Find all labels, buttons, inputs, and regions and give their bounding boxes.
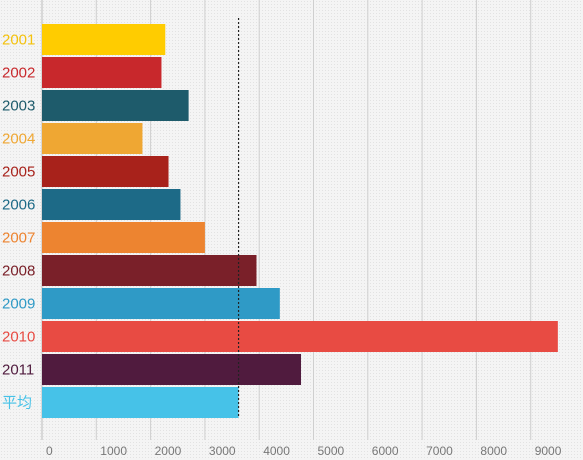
bar-2005 xyxy=(42,156,169,187)
category-labels: 2001 2002 2003 2004 2005 2006 2007 2008 2009 2010… xyxy=(2,32,35,412)
x-tick-label-6000: 6000 xyxy=(372,444,399,458)
bar-2003 xyxy=(42,90,189,121)
category-label-2007: 2007 xyxy=(2,230,35,247)
category-label-2005: 2005 xyxy=(2,164,35,181)
x-tick-label-3000: 3000 xyxy=(209,444,236,458)
bar-2008 xyxy=(42,255,257,286)
x-tick-label-9000: 9000 xyxy=(535,444,562,458)
x-tick-label-2000: 2000 xyxy=(155,444,182,458)
bar-2007 xyxy=(42,222,205,253)
category-label-2006: 2006 xyxy=(2,197,35,214)
category-label-2003: 2003 xyxy=(2,98,35,115)
category-label-2002: 2002 xyxy=(2,65,35,82)
category-label-2011: 2011 xyxy=(2,362,34,379)
bar-2006 xyxy=(42,189,181,220)
x-tick-label-7000: 7000 xyxy=(426,444,453,458)
bar-2002 xyxy=(42,57,162,88)
bar-平均 xyxy=(42,387,239,418)
category-label-2004: 2004 xyxy=(2,131,35,148)
category-label-2001: 2001 xyxy=(2,32,35,49)
x-tick-label-1000: 1000 xyxy=(100,444,127,458)
bar-2011 xyxy=(42,354,302,385)
bar-2010 xyxy=(42,321,558,352)
category-label-2010: 2010 xyxy=(2,329,35,346)
x-tick-label-5000: 5000 xyxy=(318,444,345,458)
x-tick-label-8000: 8000 xyxy=(480,444,507,458)
category-label-2008: 2008 xyxy=(2,263,35,280)
bar-2004 xyxy=(42,123,143,154)
bar-2001 xyxy=(42,24,166,55)
category-label-2009: 2009 xyxy=(2,296,35,313)
x-axis-ticks: 0 1000 2000 3000 4000 5000 6000 7000 8000 9000 xyxy=(46,444,562,458)
bars xyxy=(42,24,558,418)
x-tick-label-4000: 4000 xyxy=(263,444,290,458)
category-label-平均: 平均 xyxy=(2,395,32,412)
bar-2009 xyxy=(42,288,280,319)
x-tick-label-0: 0 xyxy=(46,444,53,458)
